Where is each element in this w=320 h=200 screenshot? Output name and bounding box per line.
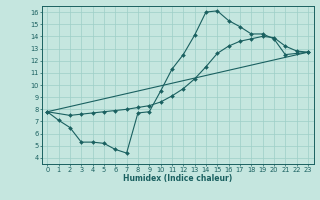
X-axis label: Humidex (Indice chaleur): Humidex (Indice chaleur) — [123, 174, 232, 183]
